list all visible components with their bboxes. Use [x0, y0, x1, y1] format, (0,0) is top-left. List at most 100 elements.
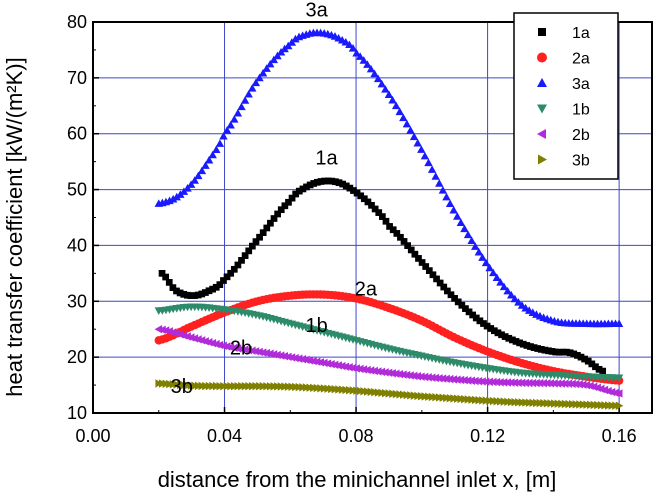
data-point [523, 342, 531, 349]
plot-frame [92, 21, 653, 414]
data-point [251, 78, 261, 87]
y-tick-label: 10 [67, 403, 87, 423]
data-point [259, 229, 267, 237]
data-point [352, 364, 360, 373]
data-point [312, 357, 321, 366]
data-point [266, 349, 274, 358]
data-point [442, 192, 451, 201]
data-point [323, 359, 332, 368]
data-point [397, 233, 404, 241]
data-point [377, 367, 386, 377]
data-point [471, 242, 480, 250]
data-point [355, 52, 365, 60]
annotation-label: 1a [315, 147, 338, 169]
data-point [469, 311, 477, 319]
data-point [248, 242, 256, 250]
legend-marker [538, 28, 546, 36]
data-point [614, 374, 624, 383]
data-point [420, 372, 429, 382]
legend-marker [537, 104, 547, 114]
data-point [438, 186, 448, 194]
data-point [346, 184, 354, 192]
data-point [424, 373, 432, 382]
data-point [342, 182, 350, 190]
data-point [291, 34, 300, 43]
data-point [574, 352, 581, 359]
data-point [256, 233, 263, 241]
data-point [409, 371, 418, 381]
data-point [478, 377, 486, 386]
data-point [447, 291, 455, 299]
data-point [302, 355, 310, 365]
data-point [219, 341, 227, 350]
data-point [194, 171, 203, 180]
data-point [291, 353, 299, 363]
data-point [281, 202, 289, 210]
y-tick-label: 40 [67, 235, 87, 255]
y-axis-title: heat transfer coefficient [kW/(m²K)] [2, 57, 27, 396]
data-point [395, 107, 404, 116]
data-point [382, 217, 390, 225]
data-point [294, 354, 303, 363]
y-tick-label: 50 [67, 180, 87, 200]
data-point [381, 368, 389, 377]
series-1b [154, 303, 624, 383]
data-point [327, 359, 335, 369]
y-tick-label: 20 [67, 347, 87, 367]
data-point [388, 95, 397, 104]
data-point [481, 258, 491, 267]
data-point [248, 84, 257, 92]
data-point [262, 348, 271, 358]
legend-label: 3a [572, 76, 590, 93]
data-point [366, 366, 375, 375]
data-point [285, 198, 292, 206]
data-point [373, 367, 382, 376]
data-point [429, 271, 437, 279]
legend-label: 2a [572, 51, 590, 68]
data-point [503, 286, 512, 295]
data-point [209, 285, 216, 293]
data-point [363, 60, 372, 68]
data-point [548, 348, 556, 355]
data-point [407, 246, 415, 254]
data-point [431, 373, 440, 383]
data-point [363, 365, 371, 375]
data-point [527, 343, 534, 350]
data-point [280, 351, 289, 361]
annotation-label: 2a [355, 279, 378, 301]
data-point [303, 183, 310, 191]
data-point [341, 362, 350, 371]
data-point [496, 378, 504, 387]
legend-box [513, 12, 619, 180]
legend-item: 1b [537, 102, 590, 119]
data-point [519, 340, 527, 348]
data-point [571, 379, 580, 389]
data-point [415, 255, 422, 262]
x-tick-label: 0.04 [207, 426, 242, 446]
data-point [485, 377, 494, 387]
data-point [201, 161, 210, 169]
y-tick-label: 80 [67, 12, 87, 32]
data-point [381, 85, 390, 93]
y-tick-label: 60 [67, 124, 87, 144]
data-point [404, 242, 412, 250]
data-point [267, 219, 274, 227]
data-point [537, 346, 545, 353]
data-point [233, 108, 243, 117]
data-point [498, 331, 505, 339]
data-point [180, 290, 188, 298]
data-point [158, 325, 166, 334]
series-3a [154, 28, 624, 328]
data-point [402, 119, 412, 128]
data-point [438, 374, 447, 383]
data-point [492, 377, 501, 387]
data-point [339, 180, 346, 188]
data-point [462, 305, 469, 312]
data-point [463, 230, 473, 239]
data-point [274, 210, 281, 218]
data-point [424, 158, 433, 167]
data-point [241, 252, 249, 259]
data-point [413, 138, 422, 147]
data-point [245, 247, 253, 255]
data-point [276, 351, 285, 360]
